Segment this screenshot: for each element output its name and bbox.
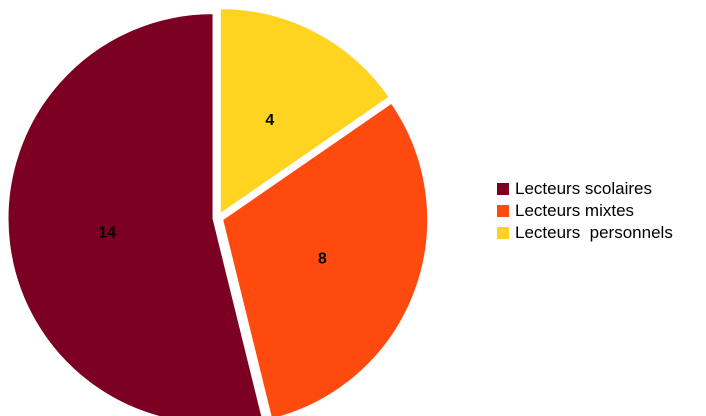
data-label-personnels: 4 [265,112,274,129]
legend: Lecteurs scolaires Lecteurs mixtes Lecte… [497,178,673,244]
legend-item-mixtes: Lecteurs mixtes [497,200,673,222]
data-label-mixtes: 8 [318,251,327,268]
legend-label-mixtes: Lecteurs mixtes [515,201,635,220]
legend-swatch-scolaires [497,183,509,195]
legend-swatch-personnels [497,227,509,239]
slice-scolaires [7,13,263,416]
legend-item-scolaires: Lecteurs scolaires [497,178,673,200]
slice-mixtes [222,102,429,416]
legend-label-scolaires: Lecteurs scolaires [515,179,653,198]
slice-personnels [219,8,390,215]
legend-label-personnels: Lecteurs personnels [515,223,673,242]
legend-swatch-mixtes [497,205,509,217]
data-label-scolaires: 14 [98,224,116,241]
legend-item-personnels: Lecteurs personnels [497,222,673,244]
